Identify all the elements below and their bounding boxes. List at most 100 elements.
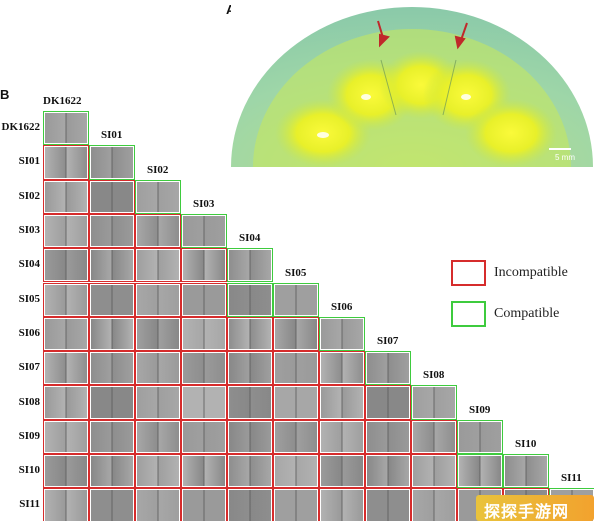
matrix-cell (365, 385, 411, 420)
matrix-cell (43, 145, 89, 180)
matrix-cell (135, 282, 181, 317)
matrix-cell (43, 316, 89, 352)
matrix-cell (135, 351, 181, 386)
scale-bar-label: 5 mm (555, 153, 575, 162)
row-label-dk1622: DK1622 (1, 121, 41, 134)
matrix-cell (503, 454, 549, 489)
column-label-si03: SI03 (193, 197, 215, 210)
column-label-si04: SI04 (239, 232, 261, 245)
matrix-cell (227, 419, 273, 454)
matrix-cell (227, 454, 273, 489)
matrix-cell (273, 454, 319, 489)
matrix-cell (273, 351, 319, 386)
colonies (275, 51, 557, 167)
matrix-cell (43, 248, 89, 283)
matrix-cell (319, 488, 365, 521)
row-label-si01: SI01 (18, 155, 40, 168)
matrix-cell (181, 316, 227, 352)
matrix-cell (411, 488, 457, 521)
matrix-cell (89, 419, 135, 454)
matrix-cell (181, 488, 227, 521)
matrix-cell (411, 385, 457, 420)
column-label-si02: SI02 (147, 163, 169, 176)
matrix-cell (43, 419, 89, 454)
matrix-cell (89, 454, 135, 489)
matrix-cell (181, 385, 227, 420)
column-label-si11: SI11 (561, 472, 582, 485)
panel-b-letter: B (0, 87, 10, 102)
column-label-si05: SI05 (285, 266, 307, 279)
matrix-cell (273, 282, 319, 317)
matrix-cell (89, 248, 135, 283)
matrix-cell (135, 419, 181, 454)
matrix-cell (89, 351, 135, 386)
matrix-cell (273, 385, 319, 420)
matrix-cell (135, 454, 181, 489)
matrix-cell (181, 454, 227, 489)
watermark-text: 探探手游网 (484, 502, 570, 521)
matrix-cell (319, 351, 365, 386)
matrix-cell (43, 488, 89, 521)
row-label-si11: SI11 (19, 498, 40, 511)
matrix-cell (227, 248, 273, 283)
matrix-cell (43, 454, 89, 489)
matrix-cell (43, 351, 89, 386)
legend-incompatible-label: Incompatible (494, 265, 568, 280)
matrix-cell (365, 351, 411, 386)
row-label-si02: SI02 (18, 189, 40, 202)
matrix-cell (43, 282, 89, 317)
petri-dish-photo (231, 5, 593, 167)
row-label-si04: SI04 (18, 258, 40, 271)
matrix-cell (411, 419, 457, 454)
column-label-si07: SI07 (377, 335, 399, 348)
matrix-cell (319, 316, 365, 352)
matrix-cell (43, 213, 89, 249)
matrix-cell (135, 248, 181, 283)
matrix-cell (135, 213, 181, 249)
matrix-cell (227, 385, 273, 420)
column-label-si10: SI10 (515, 438, 537, 450)
column-label-si08: SI08 (423, 369, 445, 382)
matrix-cell (135, 179, 181, 214)
row-label-si07: SI07 (18, 361, 40, 374)
matrix-cell (43, 111, 89, 146)
row-label-si06: SI06 (18, 326, 40, 339)
matrix-cell (89, 213, 135, 249)
matrix-cell (365, 488, 411, 521)
watermark-badge: 探探手游网 (476, 495, 594, 521)
matrix-cell (135, 385, 181, 420)
legend-incompatible-swatch (451, 260, 486, 286)
row-label-si10: SI10 (18, 464, 40, 477)
matrix-cell (135, 316, 181, 352)
matrix-cell (181, 248, 227, 283)
matrix-cell (89, 316, 135, 352)
matrix-cell (181, 213, 227, 249)
row-label-si03: SI03 (18, 224, 40, 237)
matrix-cell (319, 419, 365, 454)
matrix-cell (319, 385, 365, 420)
matrix-cell (89, 282, 135, 317)
column-label-si06: SI06 (331, 300, 353, 313)
matrix-cell (457, 419, 503, 454)
matrix-cell (227, 282, 273, 317)
matrix-cell (365, 454, 411, 489)
row-label-si08: SI08 (18, 395, 40, 408)
matrix-cell (273, 488, 319, 521)
matrix-cell (89, 179, 135, 214)
column-label-dk1622: DK1622 (43, 95, 82, 107)
legend-compatible-swatch (451, 301, 486, 327)
matrix-cell (227, 488, 273, 521)
column-label-si01: SI01 (101, 129, 123, 142)
matrix-cell (89, 385, 135, 420)
matrix-cell (43, 179, 89, 214)
matrix-cell (181, 419, 227, 454)
panel-a-letter: A (226, 2, 236, 17)
legend-compatible-label: Compatible (494, 306, 560, 321)
matrix-cell (273, 419, 319, 454)
matrix-cell (135, 488, 181, 521)
matrix-cell (89, 145, 135, 180)
matrix-cell (273, 316, 319, 352)
matrix-cell (181, 282, 227, 317)
matrix-cell (319, 454, 365, 489)
